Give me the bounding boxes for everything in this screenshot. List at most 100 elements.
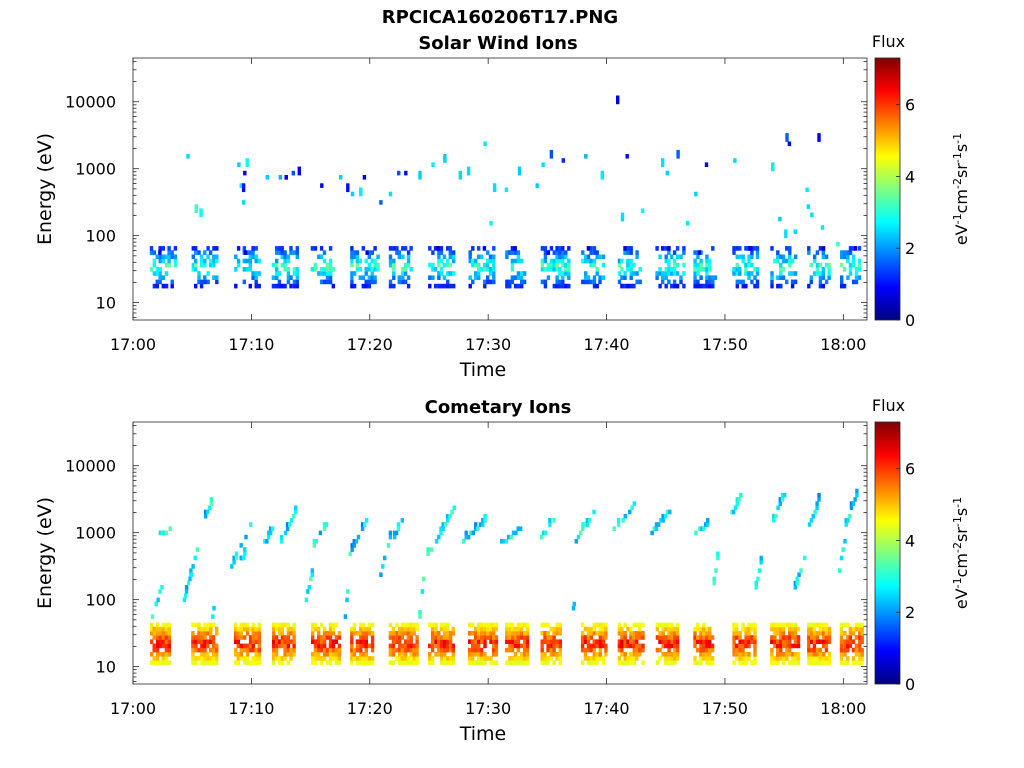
spectrogram-cell: [355, 639, 360, 644]
spectrogram-cell: [364, 635, 368, 640]
spectrogram-cell: [203, 279, 207, 285]
spectrogram-cell: [635, 254, 639, 260]
spectrogram-cell: [392, 267, 396, 272]
spectrogram-cell: [191, 622, 195, 628]
spectrogram-cell: [744, 626, 748, 632]
spectrogram-cell: [361, 643, 366, 649]
spectrogram-cell: [860, 626, 864, 632]
spectrogram-cell: [439, 250, 444, 255]
spectrogram-cell: [257, 647, 261, 653]
spectrogram-cell: [215, 647, 219, 653]
spectrogram-cell: [317, 631, 321, 636]
spectrogram-cell: [304, 597, 309, 603]
spectrogram-cell: [525, 631, 530, 636]
spectrogram-cell: [824, 262, 829, 268]
spectrogram-cell: [446, 518, 450, 523]
spectrogram-cell: [280, 283, 284, 289]
spectrogram-cell: [159, 639, 163, 644]
spectrogram-cell: [552, 647, 556, 653]
spectrogram-cell: [561, 275, 565, 280]
spectrogram-cell: [629, 258, 633, 264]
spectrogram-cell: [209, 647, 213, 653]
spectrogram-cell: [257, 258, 261, 264]
spectrogram-cell: [592, 258, 597, 264]
spectrogram-cell: [428, 622, 432, 628]
spectrogram-cell: [623, 631, 627, 636]
spectrogram-cell: [160, 585, 164, 590]
spectrogram-cell: [793, 652, 798, 657]
spectrogram-cell: [474, 639, 478, 644]
spectrogram-cell: [773, 622, 777, 628]
spectrogram-cell: [409, 639, 413, 644]
spectrogram-cell: [289, 626, 293, 632]
spectrogram-cell: [317, 635, 321, 640]
spectrogram-cell: [525, 652, 530, 657]
spectrogram-cell: [699, 652, 703, 657]
spectrogram-cell: [251, 622, 255, 628]
spectrogram-cell: [770, 279, 774, 285]
spectrogram-cell: [705, 267, 709, 272]
spectrogram-cell: [788, 626, 792, 632]
spectrogram-cell: [735, 497, 739, 502]
spectrogram-cell: [516, 258, 521, 264]
spectrogram-cell: [540, 647, 544, 653]
spectrogram-cell: [364, 283, 368, 289]
spectrogram-cell: [428, 660, 432, 665]
spectrogram-cell: [334, 622, 339, 628]
spectrogram-cell: [638, 279, 642, 285]
spectrogram-cell: [428, 643, 432, 649]
spectrogram-cell: [641, 643, 645, 649]
spectrogram-cell: [468, 647, 472, 653]
spectrogram-cell: [346, 187, 350, 193]
spectrogram-cell: [702, 626, 706, 632]
spectrogram-cell: [361, 283, 365, 289]
spectrogram-cell: [458, 175, 462, 180]
spectrogram-cell: [494, 660, 499, 665]
spectrogram-cell: [858, 652, 862, 657]
spectrogram-cell: [738, 639, 742, 644]
spectrogram-cell: [558, 652, 562, 657]
spectrogram-cell: [164, 643, 169, 649]
spectrogram-cell: [810, 656, 814, 661]
spectrogram-cell: [667, 635, 671, 640]
spectrogram-cell: [555, 631, 559, 636]
spectrogram-cell: [403, 639, 408, 644]
spectrogram-cell: [406, 639, 410, 644]
spectrogram-cell: [753, 626, 757, 632]
spectrogram-cell: [617, 647, 622, 653]
spectrogram-cell: [317, 652, 321, 657]
spectrogram-cell: [779, 631, 783, 636]
spectrogram-cell: [589, 246, 593, 251]
spectrogram-cell: [848, 271, 853, 276]
spectrogram-cell: [638, 631, 642, 636]
spectrogram-cell: [483, 279, 487, 285]
spectrogram-cell: [365, 250, 369, 255]
spectrogram-cell: [483, 652, 487, 657]
spectrogram-cell: [699, 275, 703, 280]
spectrogram-cell: [492, 631, 496, 636]
spectrogram-cell: [601, 660, 606, 665]
spectrogram-cell: [641, 660, 645, 665]
spectrogram-cell: [388, 635, 393, 640]
spectrogram-cell: [510, 246, 515, 251]
spectrogram-cell: [492, 622, 496, 628]
spectrogram-cell: [161, 631, 166, 636]
spectrogram-cell: [203, 275, 207, 280]
spectrogram-cell: [754, 580, 758, 586]
spectrogram-cell: [236, 656, 240, 661]
spectrogram-cell: [525, 656, 530, 661]
spectrogram-cell: [854, 626, 859, 632]
spectrogram-cell: [415, 660, 419, 665]
spectrogram-cell: [275, 258, 279, 264]
spectrogram-cell: [561, 262, 565, 268]
spectrogram-cell: [275, 250, 279, 255]
spectrogram-cell: [815, 622, 820, 628]
spectrogram-cell: [203, 622, 207, 628]
spectrogram-cell: [791, 631, 795, 636]
spectrogram-cell: [799, 568, 803, 573]
spectrogram-cell: [361, 622, 366, 628]
spectrogram-cell: [170, 250, 174, 255]
spectrogram-cell: [331, 647, 336, 653]
spectrogram-cell: [817, 137, 821, 142]
spectrogram-cell: [406, 631, 410, 636]
